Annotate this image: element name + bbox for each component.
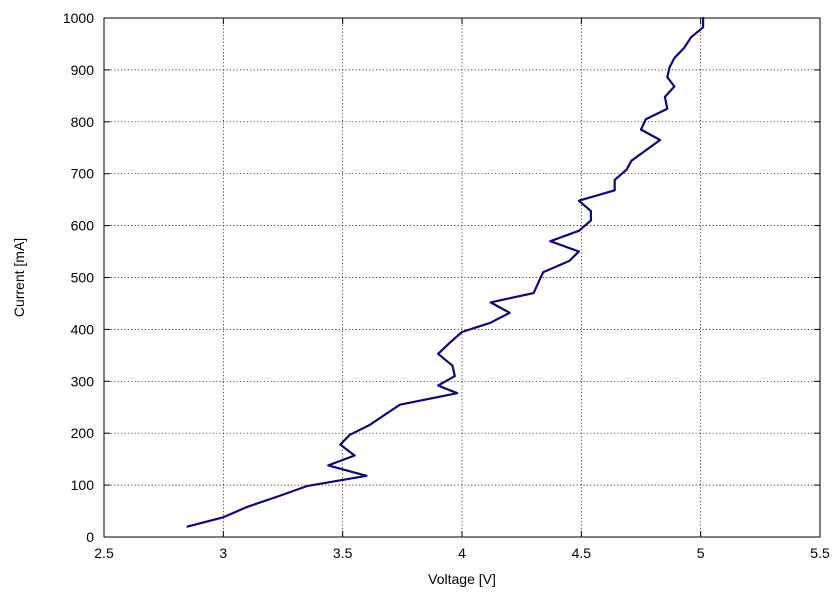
grid-layer [104,18,820,537]
y-tick-label: 800 [71,114,95,130]
x-axis-label: Voltage [V] [428,571,496,587]
series-line-0 [186,16,705,528]
x-tick-label: 2.5 [94,545,114,561]
series-layer [186,16,705,528]
y-tick-label: 400 [71,321,95,337]
y-tick-label: 100 [71,477,95,493]
y-tick-label: 500 [71,270,95,286]
y-tick-label: 600 [71,218,95,234]
y-tick-label: 300 [71,373,95,389]
tick-layer: 2.5 3 3.5 4 4.5 5 5.5 0 100 200 300 400 500 600 700 800… [63,10,830,561]
plot-frame [103,17,821,538]
y-tick-label: 700 [71,166,95,182]
x-tick-label: 5 [697,545,705,561]
x-tick-label: 4 [458,545,466,561]
y-axis-label: Current [mA] [11,238,27,317]
x-tick-label: 4.5 [572,545,592,561]
y-tick-label: 200 [71,425,95,441]
x-tick-label: 3.5 [333,545,353,561]
y-tick-label: 1000 [63,10,94,26]
y-tick-label: 900 [71,62,95,78]
x-tick-label: 5.5 [810,545,830,561]
y-tick-label: 0 [86,529,94,545]
x-tick-label: 3 [219,545,227,561]
